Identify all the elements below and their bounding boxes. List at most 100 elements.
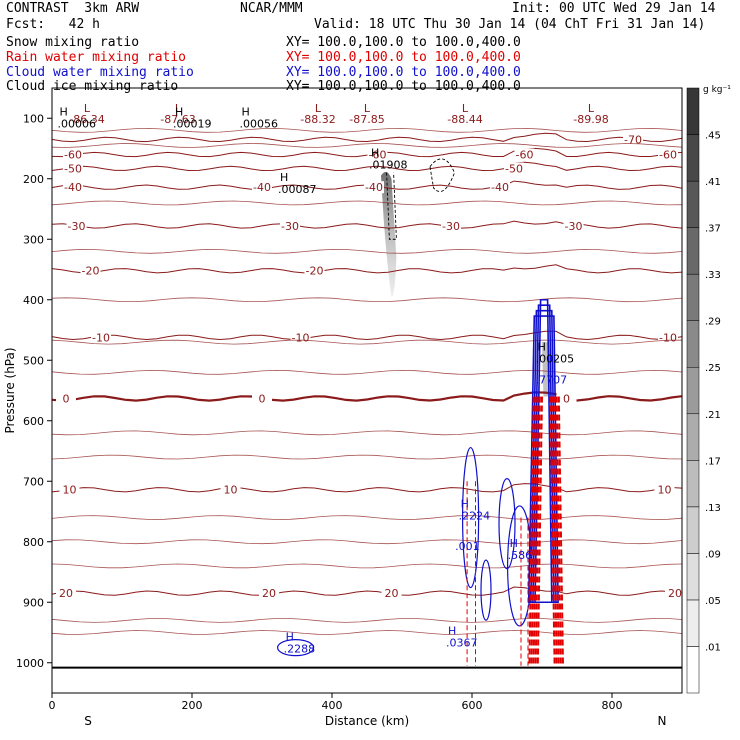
isotherm-label-bg bbox=[441, 219, 461, 232]
colorbar-level-label: .45 bbox=[705, 131, 721, 142]
cloud-water-contour bbox=[498, 477, 516, 570]
maximum-value: .001 bbox=[455, 540, 480, 553]
y-axis-label: Pressure (hPa) bbox=[3, 347, 17, 433]
maximum-marker: H bbox=[175, 106, 183, 119]
y-tick-label: 300 bbox=[23, 233, 44, 246]
minimum-marker: L bbox=[588, 102, 595, 115]
minimum-value: -86.34 bbox=[69, 113, 104, 126]
y-tick-label: 1000 bbox=[16, 657, 44, 670]
isotherm-label-bg bbox=[504, 162, 524, 175]
isotherm-label-bg bbox=[280, 219, 300, 232]
x-tick-label: 800 bbox=[602, 699, 623, 712]
y-tick-label: 600 bbox=[23, 415, 44, 428]
isotherm-minor-line bbox=[51, 297, 683, 303]
maximum-marker: H bbox=[286, 631, 294, 644]
isotherm-minor-line bbox=[51, 143, 683, 148]
isotherm-minor-line bbox=[51, 200, 683, 206]
isotherm-minor-line bbox=[51, 563, 683, 569]
isotherm-label-bg bbox=[490, 181, 510, 194]
isotherm-label-bg bbox=[80, 264, 101, 277]
maximum-value: .2288 bbox=[284, 643, 316, 656]
model-title: CONTRAST 3km ARW bbox=[6, 1, 140, 16]
field-name-cloud: Cloud water mixing ratio bbox=[6, 65, 194, 80]
x-tick-label: 600 bbox=[462, 699, 483, 712]
org-label: NCAR/MMM bbox=[240, 1, 303, 16]
maximum-marker: H bbox=[371, 147, 379, 160]
isotherm-label-bg bbox=[252, 392, 272, 405]
snow-contour bbox=[386, 172, 397, 240]
isotherm-label: -60 bbox=[369, 149, 387, 162]
colorbar-level-label: .33 bbox=[705, 270, 721, 281]
minimum-marker: L bbox=[364, 102, 371, 115]
maximum-value: .01908 bbox=[369, 159, 408, 172]
isotherm-label: 0 bbox=[563, 392, 570, 405]
isotherm-line bbox=[51, 220, 683, 229]
cloud-water-contour bbox=[480, 559, 492, 621]
y-tick-label: 400 bbox=[23, 294, 44, 307]
field-xy-rain: XY= 100.0,100.0 to 100.0,400.0 bbox=[286, 50, 521, 65]
minimum-marker: L bbox=[462, 102, 469, 115]
init-time: Init: 00 UTC Wed 29 Jan 14 bbox=[512, 1, 716, 16]
y-tick-label: 100 bbox=[23, 112, 44, 125]
field-xy-cloud: XY= 100.0,100.0 to 100.0,400.0 bbox=[286, 65, 521, 80]
isotherm-label: -40 bbox=[365, 181, 383, 194]
isotherm-label-bg bbox=[259, 587, 279, 600]
snow-contour bbox=[429, 158, 455, 192]
colorbar-swatch bbox=[686, 180, 700, 228]
field-name-rain: Rain water mixing ratio bbox=[6, 50, 187, 65]
isotherm-line bbox=[51, 264, 683, 274]
isotherm-minor-line bbox=[51, 515, 683, 520]
isotherm-label: 10 bbox=[658, 484, 672, 497]
cloud-water-contour bbox=[462, 446, 480, 589]
minimum-value: -87.63 bbox=[160, 113, 195, 126]
colorbar-level-label: .09 bbox=[705, 549, 721, 560]
isotherm-minor-line bbox=[51, 539, 683, 545]
colorbar-level-label: .13 bbox=[705, 503, 721, 514]
field-xy-snow: XY= 100.0,100.0 to 100.0,400.0 bbox=[286, 35, 521, 50]
isotherm-label: 20 bbox=[385, 587, 399, 600]
isotherm-minor-line bbox=[51, 339, 682, 345]
isotherm-label: -30 bbox=[442, 220, 460, 233]
isotherm-line bbox=[51, 391, 683, 402]
minimum-value: -89.98 bbox=[573, 113, 608, 126]
isotherm-label-bg bbox=[556, 392, 577, 405]
isotherm-label: -40 bbox=[253, 181, 271, 194]
minimum-marker: L bbox=[175, 102, 182, 115]
isotherm-line bbox=[51, 330, 683, 341]
isotherm-label: 20 bbox=[668, 587, 682, 600]
isotherm-label-bg bbox=[56, 587, 76, 600]
y-tick-label: 500 bbox=[23, 354, 44, 367]
isotherm-label: -70 bbox=[624, 133, 642, 146]
isotherm-label-bg bbox=[364, 181, 384, 194]
isotherm-label: 20 bbox=[59, 587, 73, 600]
isotherm-line bbox=[51, 147, 683, 158]
isotherm-line bbox=[51, 483, 683, 493]
colorbar-level-label: .05 bbox=[705, 596, 721, 607]
colorbar-swatch bbox=[686, 366, 700, 415]
isotherm-label: -10 bbox=[92, 331, 110, 344]
cloud-water-contour bbox=[506, 505, 533, 627]
isotherm-label-bg bbox=[63, 181, 83, 194]
colorbar-swatch bbox=[686, 460, 700, 508]
isotherm-label: -40 bbox=[64, 181, 82, 194]
isotherm-minor-line bbox=[51, 369, 683, 375]
isotherm-line bbox=[51, 586, 683, 596]
maximum-value: .0367 bbox=[446, 637, 478, 650]
plot-frame bbox=[51, 87, 683, 694]
colorbar-level-label: .41 bbox=[705, 177, 721, 188]
isotherm-label: -60 bbox=[64, 149, 82, 162]
maximum-value: .00056 bbox=[240, 118, 279, 131]
x-axis-label: Distance (km) bbox=[325, 714, 409, 728]
minimum-value: -87.85 bbox=[349, 113, 384, 126]
isotherm-minor-line bbox=[51, 454, 683, 460]
colorbar-swatch bbox=[686, 599, 700, 647]
isotherm-label: -30 bbox=[565, 220, 583, 233]
isotherm-minor-line bbox=[51, 127, 683, 133]
isotherm-label: -40 bbox=[491, 181, 509, 194]
colorbar-level-label: .01 bbox=[705, 642, 721, 653]
field-name-ice: Cloud ice mixing ratio bbox=[6, 79, 179, 94]
colorbar-level-label: .37 bbox=[705, 224, 721, 235]
isotherm-label-bg bbox=[665, 587, 685, 600]
isotherm-label-bg bbox=[381, 587, 402, 600]
isotherm-label: -30 bbox=[281, 220, 299, 233]
